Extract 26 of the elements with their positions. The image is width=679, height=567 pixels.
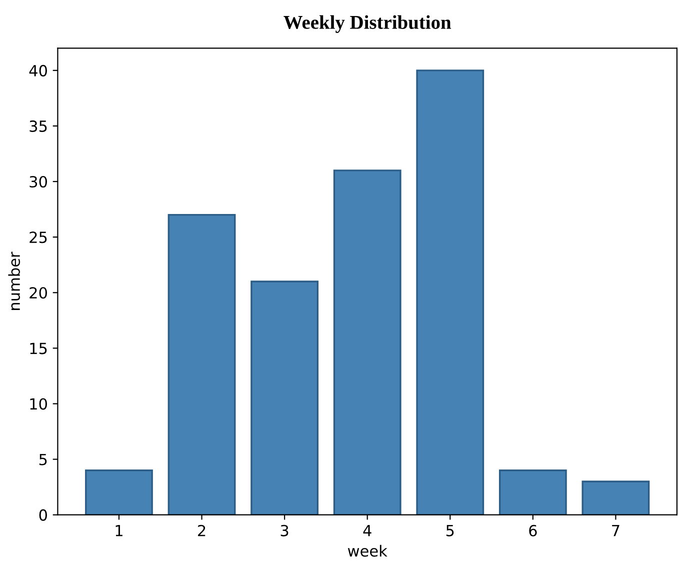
y-tick-label: 40 <box>29 64 47 76</box>
x-axis-title: week <box>348 544 388 557</box>
x-tick-label: 4 <box>363 525 372 536</box>
y-tick-label: 35 <box>30 120 47 132</box>
bar <box>582 480 650 515</box>
y-axis-title: number <box>8 252 20 310</box>
x-tick-label: 2 <box>198 524 206 536</box>
bar <box>333 170 402 515</box>
bar <box>498 470 567 515</box>
y-tick-label: 20 <box>30 287 47 299</box>
y-tick-label: 0 <box>39 509 47 521</box>
bar <box>250 280 318 515</box>
x-tick-label: 1 <box>116 525 122 536</box>
bar <box>85 470 153 515</box>
x-tick-label: 6 <box>529 524 537 536</box>
bar <box>168 214 236 515</box>
x-tick-label: 5 <box>446 525 454 536</box>
x-tick-label: 7 <box>612 525 620 536</box>
y-tick-label: 25 <box>30 232 47 244</box>
y-tick-label: 5 <box>39 454 47 466</box>
chart-title: Weekly Distribution <box>284 15 452 33</box>
y-tick-label: 15 <box>30 342 47 354</box>
y-tick-label: 10 <box>30 398 47 410</box>
x-tick-label: 3 <box>280 524 288 536</box>
bar <box>416 70 484 515</box>
y-tick-label: 30 <box>30 176 47 188</box>
